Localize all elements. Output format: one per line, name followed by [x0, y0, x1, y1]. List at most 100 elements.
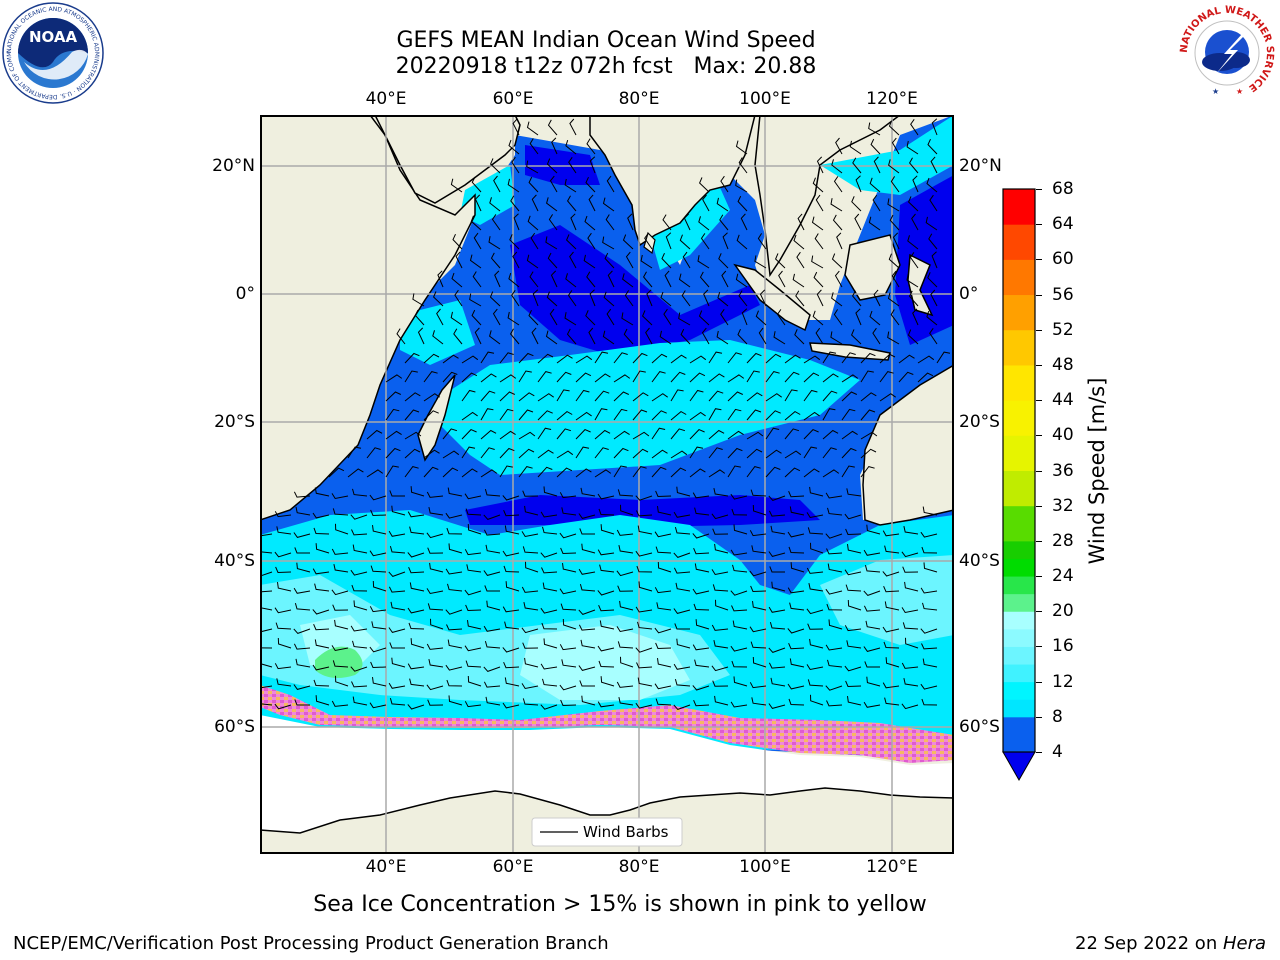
wind-barb — [423, 353, 440, 364]
wind-speed-map: Wind Barbs — [260, 115, 954, 854]
wind-barb — [765, 410, 781, 421]
footer-left: NCEP/EMC/Verification Post Processing Pr… — [13, 933, 609, 954]
wind-barb — [735, 273, 748, 288]
wind-barb — [769, 621, 786, 630]
wind-barb — [542, 678, 558, 687]
lon-tick-bottom-120e: 120°E — [866, 857, 918, 877]
wind-barb — [594, 429, 611, 440]
wind-barb — [551, 137, 558, 155]
wind-barb — [565, 273, 577, 288]
wind-barb — [622, 273, 634, 288]
wind-barb — [841, 352, 856, 364]
arabia-land — [374, 115, 521, 204]
wind-barb — [888, 120, 900, 136]
wind-barb — [470, 215, 482, 231]
wind-barb — [331, 493, 349, 500]
wind-barb — [524, 505, 539, 516]
wind-barb — [711, 665, 729, 672]
lat-tick-right-60s: 60°S — [959, 717, 1000, 737]
wind-barb — [750, 585, 767, 593]
wind-barb — [732, 620, 748, 630]
wind-barb — [730, 549, 748, 556]
wind-barb — [260, 551, 273, 554]
wind-barb — [816, 156, 824, 174]
wind-barb — [575, 372, 592, 383]
wind-barb — [654, 683, 672, 690]
colorbar-tick-mark — [1036, 646, 1042, 648]
wind-barb — [636, 510, 653, 517]
wind-barb — [727, 465, 741, 478]
wind-barb — [849, 140, 862, 155]
wind-barb — [827, 507, 843, 516]
wind-barb — [751, 697, 767, 706]
wind-barb — [432, 330, 444, 345]
wind-barb — [903, 525, 919, 535]
wind-barb — [613, 374, 631, 383]
wind-barb — [670, 467, 687, 478]
wind-barb — [845, 584, 862, 592]
cyan-west-eq — [400, 300, 475, 365]
wind-barb — [689, 389, 704, 402]
colorbar-tick-label: 36 — [1052, 460, 1074, 481]
wind-barb — [673, 663, 691, 670]
wind-barb — [676, 638, 691, 649]
wind-barb — [600, 524, 615, 535]
wind-barb — [442, 354, 459, 364]
wind-barb — [822, 373, 839, 383]
wind-barb — [765, 353, 782, 364]
se-asia-land — [754, 115, 902, 278]
lat-tick-left-60s: 60°S — [214, 717, 255, 737]
wind-barb — [746, 466, 761, 478]
wind-barb — [391, 505, 406, 516]
wind-barb — [909, 252, 919, 269]
wind-barb — [790, 562, 805, 573]
wind-barb — [505, 581, 520, 592]
wind-barb — [632, 370, 646, 383]
wind-barb — [526, 160, 539, 174]
wind-barb — [518, 409, 534, 421]
wind-barb — [569, 251, 577, 269]
wind-barb — [670, 389, 684, 402]
wind-barb — [765, 449, 782, 459]
wind-barb — [328, 467, 345, 478]
wind-barb — [793, 234, 805, 250]
wind-barb — [640, 254, 653, 269]
wind-barb — [602, 236, 615, 250]
wind-barb — [388, 627, 406, 633]
colorbar-frame — [1002, 188, 1036, 753]
wind-barb — [702, 194, 710, 212]
wind-barb — [464, 549, 482, 556]
australia-land — [862, 364, 954, 526]
lat-tick-right-40s: 40°S — [959, 551, 1000, 571]
wind-barb — [521, 531, 539, 538]
wind-barb — [863, 701, 881, 708]
wind-barb — [906, 140, 919, 155]
wind-barb — [312, 664, 330, 671]
colorbar-tick-mark — [1036, 540, 1042, 542]
wind-barb — [507, 311, 520, 326]
wind-barb — [882, 682, 900, 689]
wind-barb — [546, 158, 558, 174]
wind-barb — [754, 255, 767, 269]
wind-barb — [461, 411, 478, 421]
wind-barb — [404, 431, 422, 440]
wind-barb — [442, 428, 458, 440]
wind-barb — [471, 309, 482, 326]
wind-barb — [446, 624, 463, 631]
wind-barb — [908, 157, 919, 174]
wind-barb — [869, 310, 881, 326]
wind-barb — [518, 392, 535, 402]
wind-barb — [803, 411, 820, 421]
wind-barb — [910, 119, 919, 136]
wind-barb — [863, 646, 881, 652]
wind-barb — [531, 194, 539, 212]
wind-barb — [461, 355, 479, 364]
wind-barb — [483, 529, 501, 536]
wind-barb — [806, 512, 824, 519]
wind-barb — [512, 251, 520, 269]
wind-barb — [613, 408, 628, 421]
wind-barb — [352, 544, 368, 554]
wind-barb — [679, 234, 691, 250]
wind-barb — [655, 642, 672, 650]
wind-barb — [370, 661, 387, 669]
